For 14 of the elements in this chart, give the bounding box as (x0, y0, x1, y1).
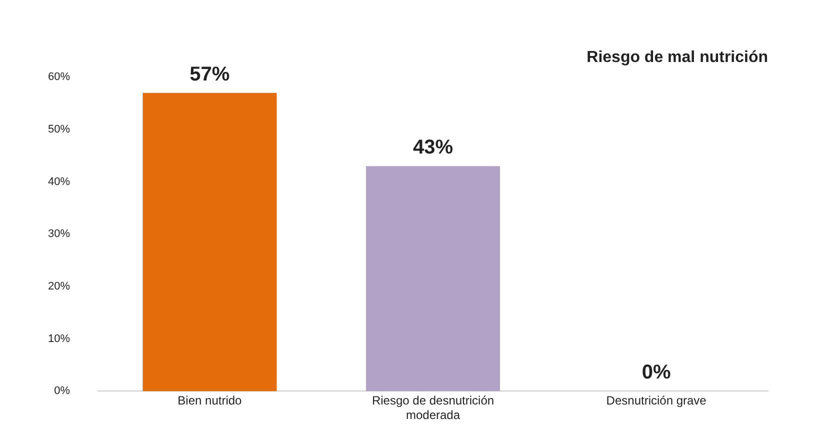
y-tick-label: 0% (54, 385, 70, 398)
y-tick-label: 30% (48, 228, 70, 240)
data-label: 43% (412, 136, 454, 159)
x-tick-label: Riesgo de desnutrición moderada (372, 394, 494, 422)
y-tick-label: 10% (48, 332, 70, 345)
y-tick-label: 60% (48, 71, 70, 84)
chart-title: Riesgo de mal nutrición (586, 49, 768, 66)
y-tick-label: 50% (48, 124, 70, 136)
data-label: 0% (642, 362, 672, 384)
x-tick-label: Bien nutrido (178, 394, 242, 408)
y-tick-label: 20% (48, 280, 70, 293)
data-label: 57% (190, 63, 230, 86)
y-tick-label: 40% (48, 176, 70, 188)
x-tick-label: Desnutrición grave (606, 394, 707, 408)
